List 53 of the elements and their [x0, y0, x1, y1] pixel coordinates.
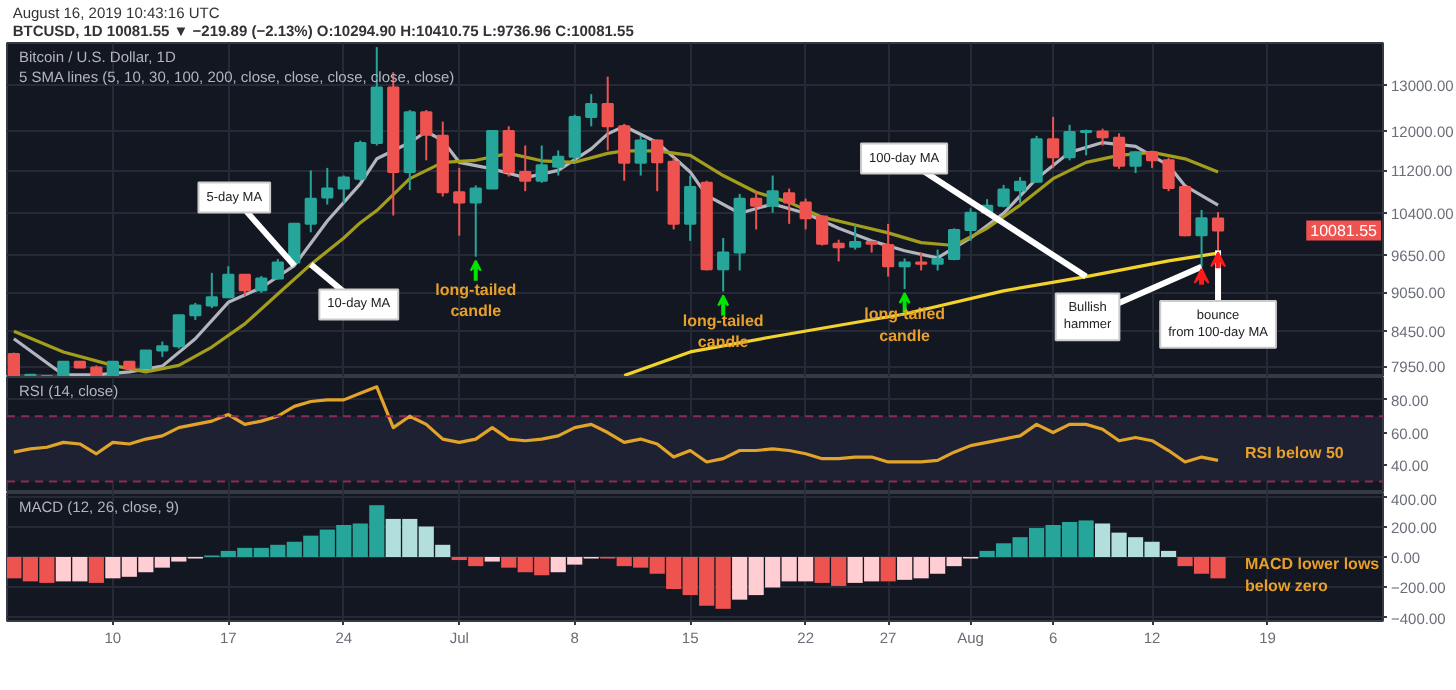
candlestick: [849, 223, 862, 251]
annotation: 10081.55: [1310, 222, 1379, 241]
candlestick: [354, 139, 367, 182]
candlestick: [453, 166, 466, 237]
candlestick: [832, 238, 845, 263]
candlestick: [205, 271, 218, 310]
candlestick: [271, 258, 284, 281]
candlestick: [469, 184, 482, 258]
candlestick: [337, 174, 350, 205]
annotation: RSI below 50: [1245, 444, 1345, 462]
candlestick: [172, 313, 185, 350]
candlestick: [519, 144, 532, 193]
candlestick: [1162, 156, 1175, 193]
candlestick: [1046, 115, 1060, 169]
candlestick: [585, 93, 598, 128]
candlestick: [766, 174, 779, 214]
candlestick: [618, 122, 631, 182]
candlestick: [717, 236, 730, 293]
candlestick: [304, 169, 317, 234]
candlestick: [1129, 150, 1142, 174]
candlestick: [502, 125, 515, 178]
candlestick: [882, 222, 895, 278]
bar: [88, 557, 104, 583]
candlestick: [931, 248, 944, 272]
candlestick: [783, 187, 796, 225]
candlestick: [1195, 208, 1208, 268]
candlestick: [651, 138, 664, 193]
candlestick: [1079, 128, 1093, 157]
candlestick: [750, 190, 763, 231]
candlestick: [1112, 132, 1126, 170]
candlestick: [1013, 176, 1027, 204]
candlestick: [948, 227, 961, 262]
annotation: MACD lower lows below zero: [1245, 555, 1381, 595]
line-series: [12, 385, 1220, 464]
candlestick: [634, 134, 647, 177]
candlestick: [568, 113, 581, 162]
candlestick: [552, 149, 565, 177]
candlestick: [816, 215, 829, 247]
annotation: long-tailed candle: [435, 280, 517, 321]
candlestick: [684, 174, 697, 242]
candlestick: [799, 197, 812, 231]
candlestick: [535, 144, 548, 184]
candlestick: [601, 75, 614, 152]
candlestick: [222, 265, 235, 299]
candlestick: [1063, 123, 1076, 162]
candlestick: [964, 207, 977, 242]
bar: [880, 557, 896, 582]
candlestick: [288, 222, 301, 264]
candlestick: [1030, 134, 1043, 184]
candlestick: [238, 273, 251, 297]
candlestick: [420, 109, 433, 162]
candlestick: [898, 257, 911, 290]
candlestick: [321, 166, 334, 206]
